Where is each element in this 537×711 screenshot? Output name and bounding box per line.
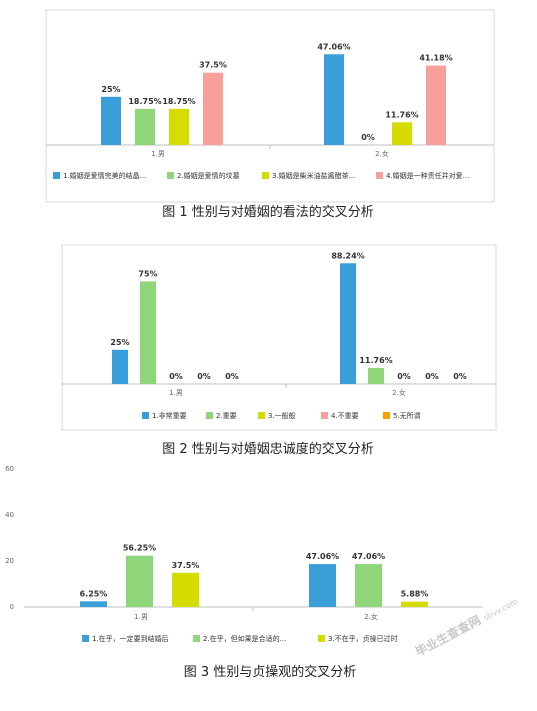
legend-swatch	[82, 635, 89, 642]
chart-3-y-tick: 20	[5, 557, 14, 565]
data-label: 25%	[110, 338, 129, 347]
legend-swatch	[193, 635, 200, 642]
chart-2: 1.男 2.女 25% 88.24% 75% 11.76% 0% 0% 0% 0% 0% 0% 1…	[61, 244, 497, 457]
data-label: 0%	[197, 372, 211, 381]
data-label: 6.25%	[80, 589, 108, 598]
legend-swatch	[258, 412, 265, 419]
legend-swatch	[142, 412, 149, 419]
data-label: 25%	[101, 85, 120, 94]
legend-swatch	[376, 172, 383, 179]
data-label: 11.76%	[359, 356, 392, 365]
bar-1-1	[80, 601, 107, 607]
chart-3-y-tick: 40	[5, 511, 14, 519]
chart-1-category-label: 1.男	[151, 150, 165, 158]
legend-label: 3.一般般	[268, 411, 296, 420]
legend-swatch	[383, 412, 390, 419]
chart-3-category-label: 2.女	[364, 612, 378, 621]
chart-3-y-tick: 0	[10, 603, 14, 611]
chart-2-category-label: 1.男	[169, 389, 183, 397]
bar-1-2	[126, 555, 153, 607]
bar-1-1	[112, 349, 128, 384]
bar-2-3	[392, 122, 412, 145]
chart-1-caption: 图 1 性别与对婚姻的看法的交叉分析	[162, 204, 374, 220]
legend-swatch	[53, 172, 60, 179]
data-label: 37.5%	[199, 61, 227, 70]
bar-2-1	[340, 263, 356, 384]
bar-1-2	[140, 281, 156, 384]
bar-2-3	[401, 601, 428, 607]
legend-label: 5.无所谓	[393, 411, 421, 420]
bar-1-1	[101, 96, 121, 145]
data-label: 0%	[169, 372, 183, 381]
data-label: 88.24%	[331, 251, 364, 260]
legend-label: 3.不在乎，贞操已过时	[328, 634, 398, 643]
legend-label: 2.婚姻是爱情的坟墓	[177, 171, 240, 180]
chart-1: 1.男 2.女 25% 47.06% 18.75% 0% 18.75% 11.76% 37.…	[45, 9, 495, 220]
data-label: 0%	[397, 372, 411, 381]
bar-2-1	[309, 564, 336, 607]
chart-2-legend: 1.非常重要 2.重要 3.一般般 4.不重要 5.无所谓	[142, 411, 421, 420]
legend-label: 4.婚姻是一种责任并对爱...	[386, 171, 469, 180]
chart-2-caption: 图 2 性别与对婚姻忠诚度的交叉分析	[162, 441, 374, 457]
data-label: 0%	[225, 372, 239, 381]
data-label: 37.5%	[172, 561, 200, 570]
legend-label: 2.重要	[216, 412, 237, 420]
data-label: 0%	[453, 372, 467, 381]
data-label: 5.88%	[401, 590, 429, 599]
chart-1-legend: 1.婚姻是爱情完美的结晶... 2.婚姻是爱情的坟墓 3.婚姻是柴米油盐酱醋茶...…	[53, 171, 469, 180]
bar-1-4	[203, 72, 223, 145]
legend-swatch	[318, 635, 325, 642]
chart-1-frame	[45, 9, 495, 203]
legend-label: 2.在乎，但如果是合适的...	[203, 634, 286, 643]
bar-2-2	[355, 564, 382, 607]
legend-label: 1.非常重要	[152, 411, 187, 420]
bar-1-3	[169, 108, 189, 145]
chart-3-bars: 6.25% 47.06% 56.25% 47.06% 37.5% 5.88%	[80, 544, 429, 607]
bar-2-1	[324, 54, 344, 145]
chart-3-legend: 1.在乎，一定要到结婚后 2.在乎，但如果是合适的... 3.不在乎，贞操已过时	[82, 634, 398, 643]
chart-2-category-label: 2.女	[392, 388, 406, 397]
bar-1-2	[135, 108, 155, 145]
chart-1-bars: 25% 47.06% 18.75% 0% 18.75% 11.76% 37.5% 41.18%	[101, 42, 453, 145]
data-label: 47.06%	[352, 552, 385, 561]
bar-2-2	[368, 367, 384, 384]
data-label: 18.75%	[128, 97, 161, 106]
data-label: 75%	[138, 269, 157, 278]
chart-2-frame	[61, 244, 497, 431]
legend-swatch	[206, 412, 213, 419]
data-label: 11.76%	[385, 110, 418, 119]
chart-3: 0 20 40 60 1.男 2.女 6.25% 47.06% 56.25% 47.0…	[5, 465, 483, 680]
data-label: 0%	[425, 372, 439, 381]
bar-1-3	[172, 572, 199, 607]
legend-swatch	[167, 172, 174, 179]
chart-3-y-tick: 60	[5, 465, 14, 473]
chart-1-category-label: 2.女	[375, 149, 389, 158]
legend-label: 3.婚姻是柴米油盐酱醋茶...	[272, 171, 355, 180]
data-label: 47.06%	[306, 552, 339, 561]
data-label: 0%	[361, 133, 375, 142]
data-label: 18.75%	[162, 97, 195, 106]
data-label: 56.25%	[123, 544, 156, 553]
legend-label: 1.在乎，一定要到结婚后	[92, 634, 169, 643]
chart-3-category-label: 1.男	[134, 613, 148, 621]
bar-2-4	[426, 65, 446, 145]
legend-label: 4.不重要	[331, 412, 359, 420]
chart-3-caption: 图 3 性别与贞操观的交叉分析	[184, 664, 357, 680]
data-label: 47.06%	[317, 42, 350, 51]
legend-swatch	[321, 412, 328, 419]
legend-swatch	[262, 172, 269, 179]
data-label: 41.18%	[419, 54, 452, 63]
legend-label: 1.婚姻是爱情完美的结晶...	[63, 171, 146, 180]
chart-2-bars: 25% 88.24% 75% 11.76% 0% 0% 0% 0% 0% 0%	[110, 251, 467, 384]
